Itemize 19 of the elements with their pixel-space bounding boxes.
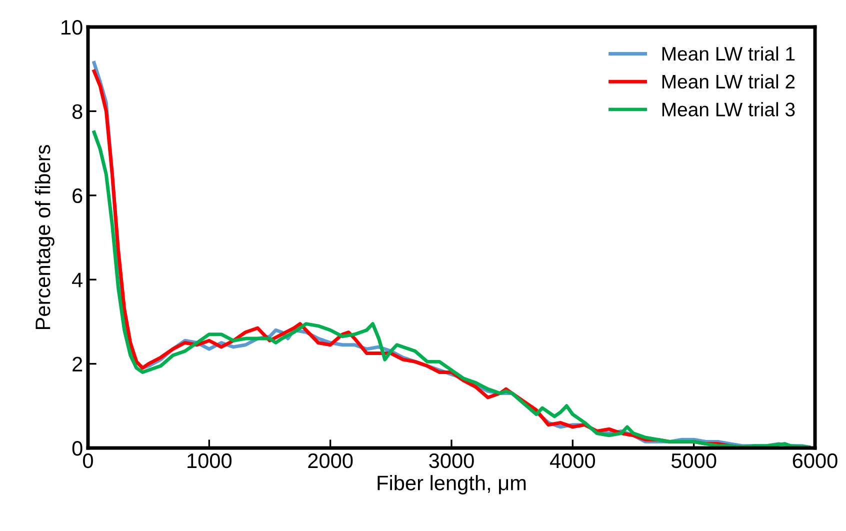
legend-label: Mean LW trial 2 <box>662 74 795 89</box>
line-series <box>92 130 811 448</box>
y-tick-label: 6 <box>72 188 82 204</box>
y-tick-label: 8 <box>72 104 82 119</box>
y-tick-label: 2 <box>72 356 82 372</box>
x-tick-label: 5000 <box>671 453 716 468</box>
x-tick-label: 0 <box>83 453 93 468</box>
legend-label: Mean LW trial 1 <box>662 46 795 61</box>
x-tick-label: 2000 <box>308 453 353 468</box>
x-tick-label: 3000 <box>429 453 474 468</box>
x-tick-label: 6000 <box>792 453 838 468</box>
y-tick-label: 0 <box>72 441 82 456</box>
x-axis-title: Fiber length, μm <box>378 475 526 494</box>
y-tick-label: 4 <box>72 272 83 288</box>
y-axis-title: Percentage of fibers <box>34 145 54 330</box>
legend-label: Mean LW trial 3 <box>662 102 795 116</box>
x-tick-label: 1000 <box>188 453 232 468</box>
x-tick-label: 4000 <box>550 453 596 468</box>
y-tick-label: 10 <box>62 20 82 35</box>
